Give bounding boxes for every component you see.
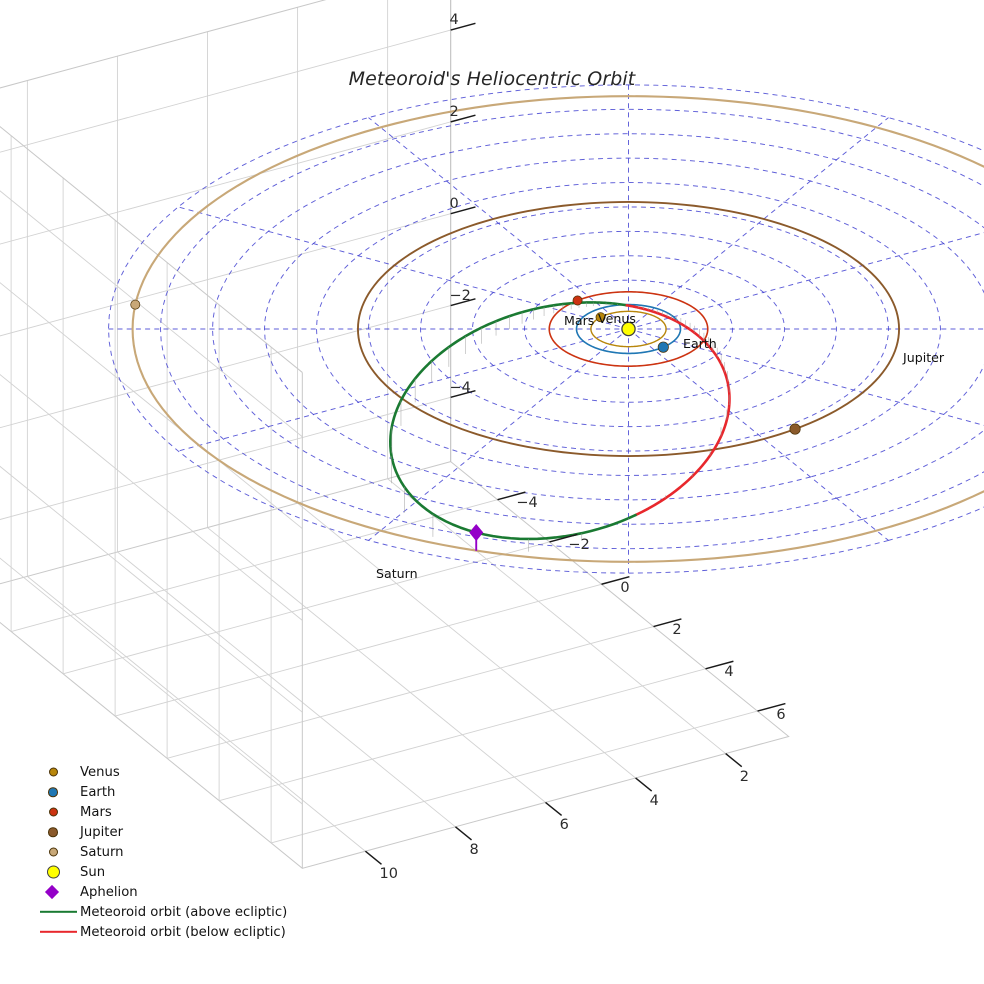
page-title: Meteoroid's Heliocentric Orbit — [348, 68, 636, 90]
body-label-jupiter: Jupiter — [903, 350, 945, 365]
legend-dot-icon — [48, 827, 58, 837]
body-label-saturn: Saturn — [376, 566, 418, 581]
legend-marker-icon — [38, 802, 78, 822]
legend-marker-icon — [38, 862, 78, 882]
x-tick-4: 4 — [724, 664, 734, 681]
x-tick-2: 2 — [672, 621, 682, 638]
body-label-earth: Earth — [683, 336, 717, 351]
legend-line-swatch — [40, 910, 77, 914]
legend-item-meteoroid-orbit-above-ecliptic[interactable]: Meteoroid orbit (above ecliptic) — [38, 902, 287, 922]
legend-diamond-icon — [44, 884, 60, 900]
legend-label: Meteoroid orbit (below ecliptic) — [80, 924, 286, 940]
legend-dot-icon — [48, 807, 58, 817]
legend-dot-icon — [46, 865, 60, 879]
y-tick-2: 2 — [739, 768, 749, 785]
legend-label: Venus — [80, 764, 120, 780]
y-tick-4: 4 — [649, 793, 659, 810]
legend-label: Jupiter — [80, 824, 123, 840]
legend-item-mars[interactable]: Mars — [38, 802, 287, 822]
z-tick-0: 0 — [449, 195, 459, 212]
legend-label: Earth — [80, 784, 116, 800]
legend-marker-icon — [38, 842, 78, 862]
legend-item-meteoroid-orbit-below-ecliptic[interactable]: Meteoroid orbit (below ecliptic) — [38, 922, 287, 942]
x-tick-6: 6 — [776, 706, 786, 723]
legend-marker-icon — [38, 902, 78, 922]
y-tick-10: 10 — [379, 866, 398, 883]
z-tick-2: 2 — [449, 104, 459, 121]
legend-item-jupiter[interactable]: Jupiter — [38, 822, 287, 842]
z-tick-4: 4 — [449, 12, 459, 29]
x-tick--4: −4 — [516, 495, 538, 512]
z-tick--2: −2 — [449, 287, 471, 304]
y-tick-6: 6 — [559, 817, 569, 834]
legend-marker-icon — [38, 782, 78, 802]
legend-item-aphelion[interactable]: Aphelion — [38, 882, 287, 902]
body-label-venus: Venus — [598, 311, 636, 326]
legend-dot-icon — [48, 767, 58, 777]
legend-item-sun[interactable]: Sun — [38, 862, 287, 882]
legend-dot-icon — [48, 847, 58, 857]
legend-marker-icon — [38, 822, 78, 842]
y-tick-8: 8 — [469, 841, 479, 858]
legend-dot-icon — [48, 787, 58, 797]
legend-marker-icon — [38, 882, 78, 902]
legend-item-saturn[interactable]: Saturn — [38, 842, 287, 862]
x-tick-0: 0 — [620, 579, 630, 596]
x-tick--2: −2 — [568, 537, 590, 554]
legend-marker-icon — [38, 762, 78, 782]
legend-item-venus[interactable]: Venus — [38, 762, 287, 782]
legend-line-swatch — [40, 930, 77, 934]
legend-item-earth[interactable]: Earth — [38, 782, 287, 802]
legend-marker-icon — [38, 922, 78, 942]
legend-label: Sun — [80, 864, 106, 880]
body-label-mars: Mars — [564, 313, 595, 328]
legend-label: Meteoroid orbit (above ecliptic) — [80, 904, 288, 920]
legend-label: Saturn — [80, 844, 124, 860]
z-tick--4: −4 — [449, 379, 471, 396]
legend-label: Aphelion — [80, 884, 138, 900]
legend-label: Mars — [80, 804, 112, 820]
legend: Venus Earth Mars Jupiter Saturn Sun Aphelion Me… — [38, 762, 287, 942]
